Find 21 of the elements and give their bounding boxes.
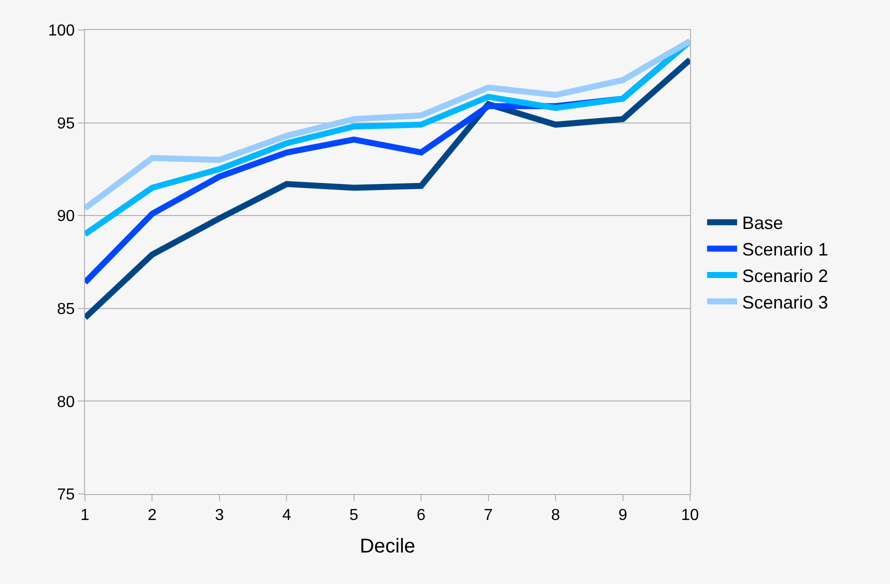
legend-label: Scenario 1 xyxy=(742,240,828,260)
y-tick-label: 100 xyxy=(48,22,75,40)
x-tick-label: 9 xyxy=(618,507,628,524)
legend-label: Scenario 2 xyxy=(742,266,828,286)
y-tick-label: 90 xyxy=(57,208,75,226)
x-tick-label: 3 xyxy=(214,507,224,524)
x-tick-label: 7 xyxy=(484,507,493,524)
y-tick-label: 85 xyxy=(57,301,75,318)
x-tick-label: 5 xyxy=(349,507,358,524)
x-tick-label: 2 xyxy=(148,507,157,524)
y-tick-label: 80 xyxy=(57,394,75,411)
x-tick-label: 10 xyxy=(681,507,699,524)
x-tick-label: 4 xyxy=(282,507,292,524)
legend-label: Base xyxy=(742,213,784,234)
y-tick-label: 75 xyxy=(57,486,75,504)
x-axis-title: Decile xyxy=(360,536,416,558)
x-tick-label: 1 xyxy=(80,507,90,524)
x-tick-label: 8 xyxy=(551,507,560,524)
x-tick-label: 6 xyxy=(416,507,426,524)
y-tick-label: 95 xyxy=(57,115,75,132)
legend-label: Scenario 3 xyxy=(742,292,828,312)
